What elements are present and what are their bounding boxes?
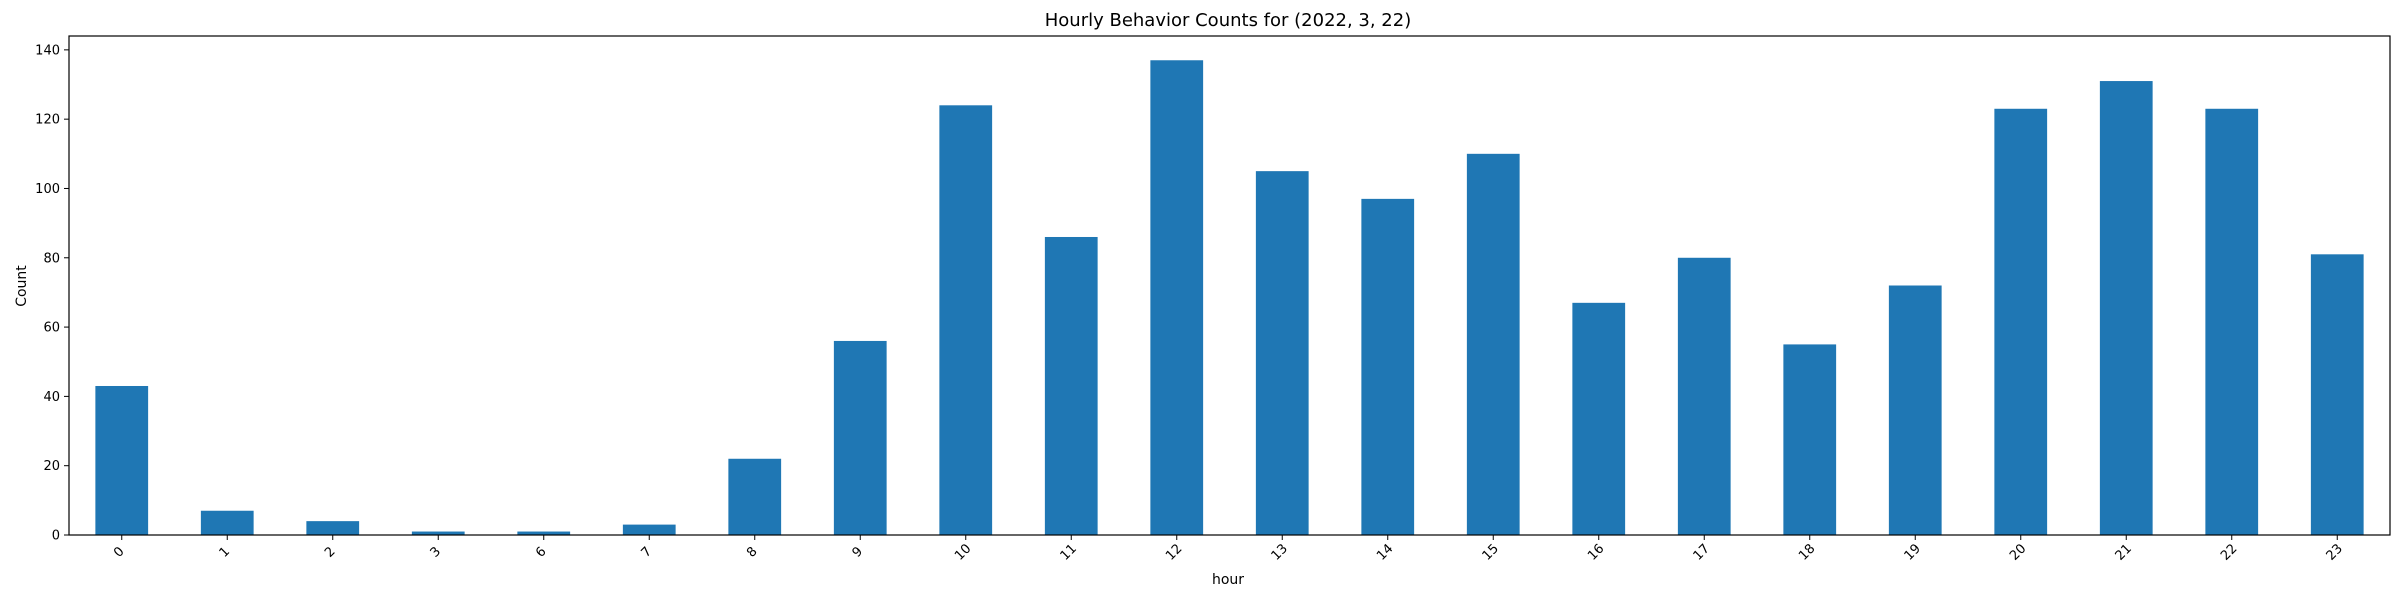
x-tick-label: 17 — [1691, 541, 1713, 563]
bar-hour-3 — [411, 531, 465, 535]
y-tick-label: 0 — [52, 529, 60, 544]
y-tick-label: 100 — [35, 182, 60, 197]
y-tick-label: 40 — [43, 390, 60, 405]
bar-hour-19 — [1888, 285, 1942, 535]
bars-group — [95, 60, 2364, 536]
x-tick-label: 21 — [2113, 541, 2135, 563]
bar-hour-12 — [1150, 60, 1204, 535]
x-tick-label: 13 — [1269, 541, 1291, 563]
x-tick-label: 3 — [428, 544, 444, 560]
plot-frame — [68, 35, 2391, 536]
bar-hour-14 — [1361, 198, 1415, 536]
x-tick-label: 11 — [1058, 541, 1080, 563]
x-tick-label: 7 — [639, 544, 655, 560]
bar-hour-7 — [622, 524, 676, 535]
x-tick-label: 22 — [2218, 541, 2240, 563]
x-tick-label: 14 — [1374, 541, 1396, 563]
x-tick-label: 15 — [1480, 541, 1502, 563]
y-axis-label: Count — [14, 265, 30, 307]
x-tick-label: 1 — [217, 544, 233, 560]
bar-hour-2 — [306, 521, 360, 535]
bar-hour-9 — [833, 340, 887, 535]
bar-hour-16 — [1572, 302, 1626, 535]
x-tick-label: 19 — [1902, 541, 1924, 563]
bar-hour-18 — [1783, 344, 1837, 535]
x-tick-label: 8 — [744, 544, 760, 560]
y-axis-ticks: 0 20 40 60 80 100 120 140 — [35, 43, 69, 544]
x-tick-label: 16 — [1585, 541, 1607, 563]
x-tick-label: 18 — [1796, 541, 1818, 563]
x-tick-label: 6 — [533, 544, 549, 560]
y-tick-label: 20 — [43, 459, 60, 474]
y-tick-label: 60 — [43, 321, 60, 336]
bar-hour-15 — [1466, 153, 1520, 535]
x-axis-ticks: 0 1 2 3 6 7 8 9 10 11 12 13 14 15 16 17 18 19 20 21 22 23 — [111, 535, 2346, 564]
bar-hour-20 — [1994, 108, 2048, 535]
x-tick-label: 20 — [2007, 541, 2029, 563]
bar-hour-17 — [1677, 257, 1731, 535]
bar-hour-0 — [95, 385, 149, 535]
bar-hour-22 — [2205, 108, 2259, 535]
x-tick-label: 0 — [111, 544, 127, 560]
bar-hour-11 — [1044, 236, 1098, 535]
y-tick-label: 80 — [43, 251, 60, 266]
bar-hour-8 — [728, 458, 782, 535]
x-tick-label: 9 — [850, 544, 866, 560]
bar-hour-21 — [2099, 81, 2153, 535]
x-axis-label: hour — [1212, 572, 1244, 588]
y-tick-label: 120 — [35, 113, 60, 128]
bar-hour-1 — [200, 510, 254, 535]
bar-hour-10 — [939, 105, 993, 536]
x-tick-label: 10 — [952, 541, 974, 563]
bar-hour-13 — [1255, 171, 1309, 536]
bar-hour-6 — [517, 531, 571, 535]
x-tick-label: 2 — [322, 544, 338, 560]
bar-hour-23 — [2310, 254, 2364, 535]
x-tick-label: 23 — [2324, 541, 2346, 563]
x-tick-label: 12 — [1163, 541, 1185, 563]
y-tick-label: 140 — [35, 43, 60, 58]
chart-title: Hourly Behavior Counts for (2022, 3, 22) — [1045, 10, 1412, 31]
